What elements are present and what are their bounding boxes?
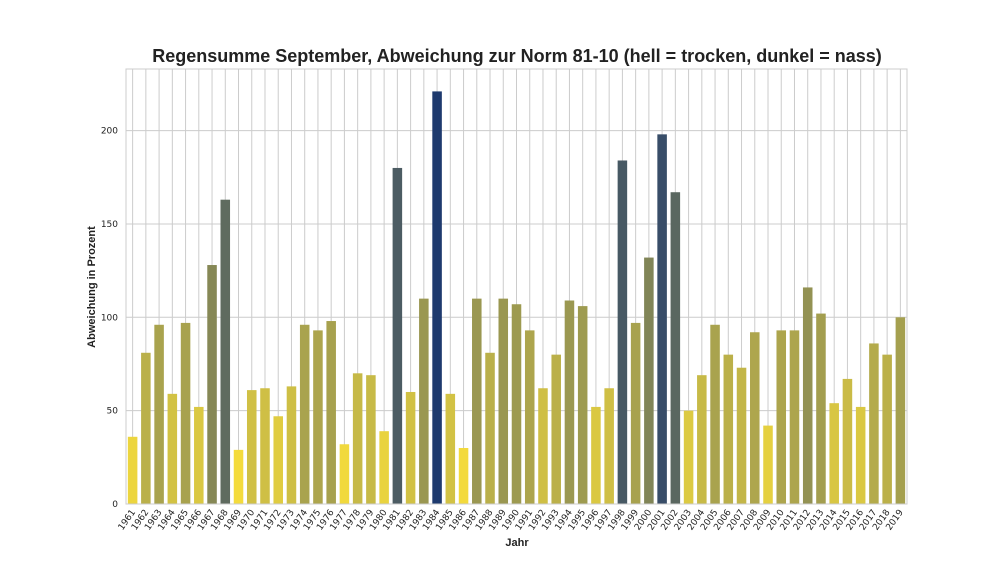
- bar-1992: [538, 388, 548, 504]
- y-tick-labels: 0 50 100 150 200: [101, 127, 118, 510]
- bar-1995: [577, 306, 588, 504]
- bar-1980: [379, 431, 389, 504]
- bar-1989: [498, 298, 509, 504]
- bar-2012: [802, 287, 813, 504]
- bar-1967: [207, 265, 217, 504]
- bar-1981: [392, 167, 403, 505]
- bar-2013: [816, 313, 826, 504]
- bar-1964: [167, 393, 178, 504]
- bar-2008: [750, 332, 760, 504]
- bar-1988: [485, 352, 495, 504]
- plot-frame: [125, 68, 908, 505]
- y-tick-label: 100: [101, 313, 118, 323]
- bar-1972: [273, 416, 283, 504]
- bar-2016: [855, 406, 866, 504]
- bar-1999: [630, 322, 641, 504]
- bar-1986: [458, 447, 469, 504]
- bar-1990: [511, 304, 522, 504]
- bars-layer: [127, 91, 906, 505]
- bar-2004: [697, 375, 707, 504]
- bar-1963: [154, 324, 164, 504]
- bar-1976: [326, 321, 336, 504]
- bar-2002: [670, 192, 681, 505]
- bar-2003: [683, 410, 694, 504]
- bar-1987: [472, 298, 482, 504]
- bar-2007: [736, 367, 747, 504]
- bar-2009: [763, 425, 773, 504]
- bar-1993: [551, 354, 561, 504]
- x-tick-labels: 1961196219631964196519661967196819691970…: [117, 508, 906, 533]
- bar-1985: [445, 393, 456, 504]
- bar-1966: [194, 406, 204, 504]
- chart-title: Regensumme September, Abweichung zur Nor…: [152, 46, 882, 66]
- bar-1996: [591, 406, 601, 504]
- y-tick-label: 0: [112, 500, 118, 510]
- bar-1998: [617, 160, 628, 504]
- bar-1965: [180, 322, 191, 504]
- bar-2014: [829, 403, 839, 504]
- bar-1979: [366, 375, 376, 504]
- bar-1969: [233, 449, 244, 504]
- bar-2011: [789, 330, 800, 504]
- bar-1974: [299, 324, 310, 504]
- y-axis-label: Abweichung in Prozent: [86, 226, 98, 348]
- bar-2017: [869, 343, 879, 504]
- y-tick-label: 150: [101, 220, 118, 230]
- bar-1991: [524, 330, 535, 504]
- x-axis-label: Jahr: [505, 537, 529, 549]
- bar-1961: [127, 436, 138, 504]
- bar-2005: [710, 324, 720, 504]
- bar-1970: [246, 390, 257, 504]
- bar-2001: [657, 134, 667, 504]
- bar-2018: [882, 354, 892, 504]
- y-tick-label: 200: [101, 127, 118, 137]
- bar-1977: [339, 444, 350, 504]
- bar-1968: [220, 199, 231, 504]
- bar-1973: [286, 386, 297, 504]
- bar-1983: [419, 298, 429, 504]
- bar-1982: [405, 391, 416, 504]
- bar-1997: [604, 388, 614, 504]
- bar-1978: [352, 373, 363, 504]
- bar-2006: [723, 354, 734, 504]
- bar-2019: [895, 317, 906, 504]
- y-tick-label: 50: [107, 407, 119, 417]
- bar-2000: [644, 257, 654, 504]
- bar-1962: [141, 352, 151, 504]
- bar-1971: [260, 388, 270, 504]
- bar-1984: [432, 91, 442, 504]
- bar-2015: [842, 378, 853, 504]
- bar-2010: [776, 330, 787, 504]
- bar-1994: [564, 300, 575, 504]
- bar-1975: [313, 330, 323, 504]
